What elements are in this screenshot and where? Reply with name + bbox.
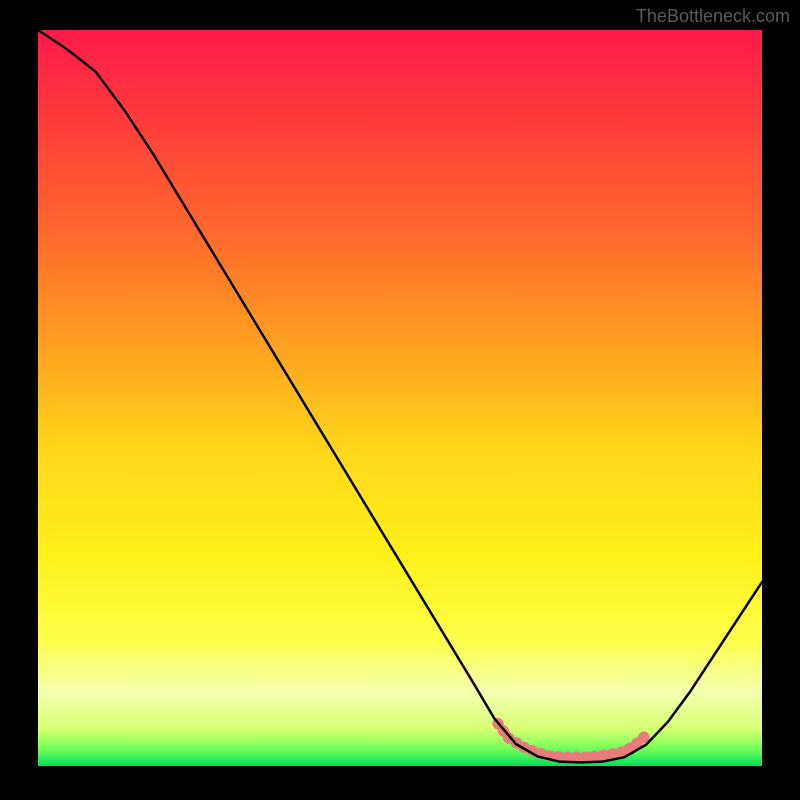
plot-background [38,30,762,766]
chart-svg [0,0,800,800]
watermark-text: TheBottleneck.com [636,6,790,27]
